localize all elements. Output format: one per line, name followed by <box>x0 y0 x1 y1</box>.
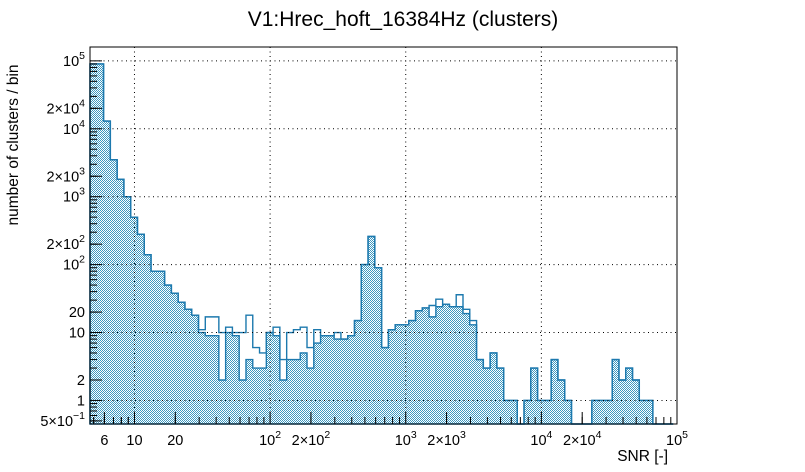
outline-histogram <box>89 63 674 425</box>
y-tick-label: 104 <box>63 118 85 138</box>
x-tick-label: 2×103 <box>427 429 466 449</box>
y-tick-label: 5×10−1 <box>40 410 85 430</box>
y-tick-label: 10 <box>69 326 85 342</box>
y-tick-label: 20 <box>69 305 85 321</box>
x-tick-label: 104 <box>530 429 552 449</box>
x-tick-label: 20 <box>167 433 183 449</box>
x-tick-label: 6 <box>100 433 108 449</box>
y-tick-label: 2×104 <box>46 97 85 117</box>
histogram-layer <box>89 63 674 425</box>
y-tick-label: 2×103 <box>46 165 85 185</box>
filled-histogram <box>89 63 674 425</box>
y-tick-label: 1 <box>77 393 85 409</box>
grid-layer <box>90 47 677 424</box>
y-axis-title: number of clusters / bin <box>5 64 22 225</box>
x-tick-label: 103 <box>395 429 417 449</box>
x-tick-label: 102 <box>259 429 281 449</box>
chart-title: V1:Hrec_hoft_16384Hz (clusters) <box>248 8 558 31</box>
y-tick-label: 2×102 <box>46 233 85 253</box>
plot-frame <box>89 46 678 425</box>
x-tick-label: 2×102 <box>292 429 331 449</box>
x-axis-title: SNR [-] <box>617 448 668 465</box>
x-tick-label: 105 <box>666 429 688 449</box>
x-tick-label: 10 <box>126 433 142 449</box>
x-tick-label: 2×104 <box>563 429 602 449</box>
y-tick-label: 2 <box>77 373 85 389</box>
y-tick-label: 103 <box>63 186 85 206</box>
tick-layer <box>90 60 678 424</box>
y-tick-label: 102 <box>63 254 85 274</box>
y-tick-label: 105 <box>63 50 85 70</box>
